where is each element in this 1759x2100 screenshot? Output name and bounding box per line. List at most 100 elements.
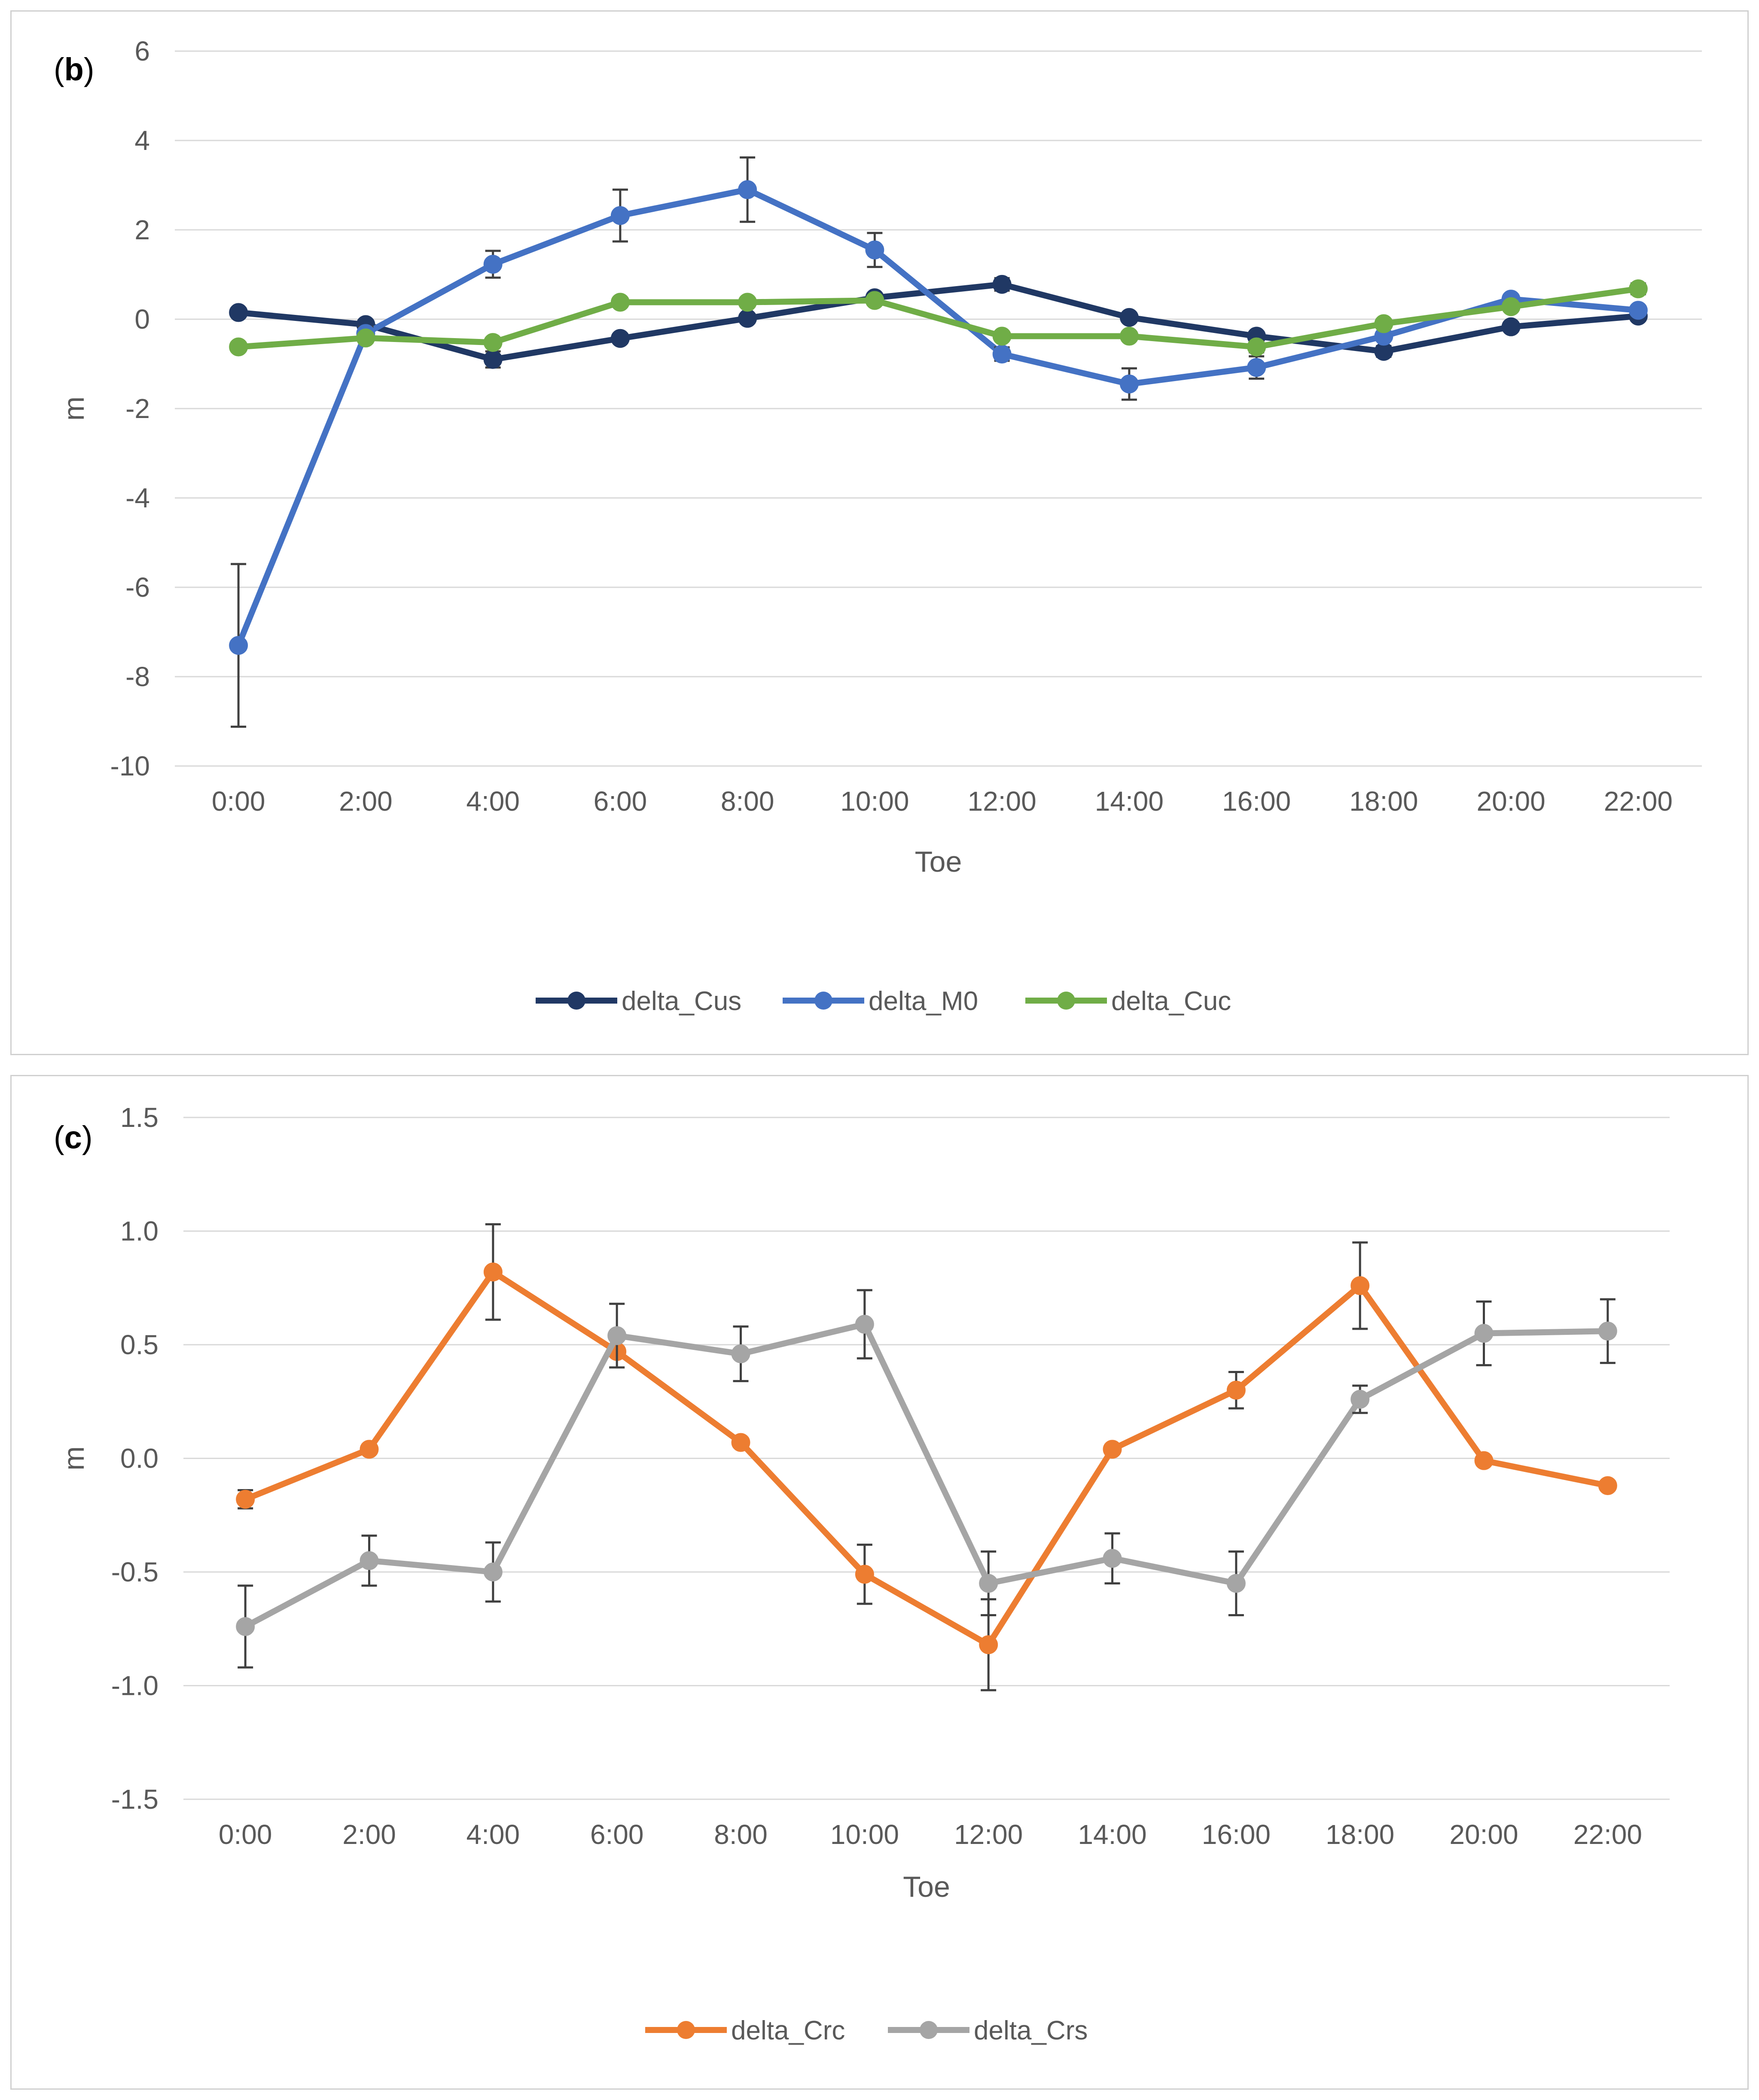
x-axis-title: Toe [915,845,962,878]
y-tick-label: 1.0 [120,1216,159,1247]
x-tick-label: 18:00 [1349,786,1418,817]
data-point [483,1563,503,1581]
data-point [1474,1324,1494,1343]
data-point [979,1574,998,1593]
data-point [1474,1451,1494,1470]
data-point [865,240,884,259]
y-axis-title: m [58,397,90,421]
data-point [1226,1574,1246,1593]
x-tick-label: 12:00 [954,1819,1023,1850]
legend-swatch-marker [567,992,585,1010]
x-tick-label: 10:00 [830,1819,899,1850]
data-point [738,293,757,312]
x-axis-title: Toe [903,1871,950,1903]
data-point [1374,314,1393,333]
x-tick-label: 14:00 [1078,1819,1146,1850]
data-point [1119,308,1139,327]
legend-item-delta_Cus: delta_Cus [536,986,741,1016]
x-tick-label: 2:00 [342,1819,396,1850]
y-tick-label: -10 [110,751,150,781]
legend-swatch-marker [920,2021,938,2039]
data-point [738,180,757,199]
data-point [992,327,1012,346]
data-point [610,206,630,225]
chart-b-plot: 6 4 2 0 -2 -4 -6 -8 -10 0:00 2:00 4:00 6:00 8:00 10:00… [58,36,1702,1016]
x-tick-label: 0:00 [219,1819,272,1850]
series-delta_Crc [236,1223,1617,1691]
x-tick-label: 2:00 [339,786,393,817]
series-line-delta_Crc [242,1269,1611,1648]
x-tick-label: 22:00 [1573,1819,1642,1850]
x-tick-label: 20:00 [1449,1819,1518,1850]
data-point [607,1326,627,1345]
y-tick-label: 1.5 [120,1102,159,1133]
legend-label: delta_M0 [869,986,978,1016]
data-point [229,636,248,655]
x-tick-label: 16:00 [1222,786,1291,817]
data-point [360,1440,379,1459]
legend-swatch-marker [814,992,832,1010]
data-point [610,293,630,312]
data-point [1247,337,1266,357]
x-tick-label: 18:00 [1326,1819,1394,1850]
y-tick-label: -2 [125,393,150,424]
y-tick-label: -1.5 [111,1784,159,1815]
x-tick-label: 6:00 [594,786,647,817]
x-tick-label: 6:00 [590,1819,644,1850]
data-point [1501,297,1521,316]
data-point [1119,327,1139,346]
data-point [992,345,1012,364]
y-tick-label: 0.5 [120,1329,159,1360]
x-tick-label: 0:00 [212,786,265,817]
data-point [865,291,884,310]
data-point [1103,1440,1122,1459]
legend-item-delta_Cuc: delta_Cuc [1025,986,1231,1016]
series-line-delta_Cus [235,281,1641,363]
x-tick-label: 8:00 [714,1819,768,1850]
legend-label: delta_Cuc [1111,986,1231,1016]
y-tick-label: 0 [134,304,150,335]
data-point [483,350,503,369]
y-tick-label: 6 [134,36,150,67]
data-point [992,275,1012,294]
chart-c-plot: 1.5 1.0 0.5 0.0 -0.5 -1.0 -1.5 0:00 2:00 4:00 6:00… [58,1102,1670,2045]
x-tick-label: 4:00 [466,786,520,817]
x-tick-label: 14:00 [1095,786,1164,817]
chart-panel-b: (b) 6 4 2 0 -2 -4 -6 -8 -10 0:00 2:00 4:00 6:00 8:00 1… [10,10,1749,1055]
y-tick-label: -0.5 [111,1557,159,1587]
data-point [855,1565,874,1584]
legend-item-delta_Crs: delta_Crs [888,2016,1088,2045]
legend-swatch-marker [677,2021,695,2039]
legend-item-delta_M0: delta_M0 [783,986,978,1016]
data-point [1350,1276,1370,1295]
x-tick-label: 10:00 [840,786,909,817]
data-point [236,1490,255,1509]
legend-label: delta_Crc [731,2016,845,2045]
y-axis-title: m [58,1446,90,1471]
series-delta_Crs [236,1289,1617,1669]
data-point [1598,1476,1617,1495]
y-tick-label: -1.0 [111,1670,159,1701]
series-line-delta_Cuc [235,286,1641,350]
data-point [236,1617,255,1636]
legend-item-delta_Crc: delta_Crc [645,2016,845,2045]
data-point [229,303,248,322]
series-delta_Cuc [229,279,1648,357]
x-tick-label: 22:00 [1604,786,1673,817]
data-point [229,337,248,357]
series-line-delta_Crs [242,1321,1611,1630]
data-point [356,328,375,348]
x-tick-label: 4:00 [466,1819,520,1850]
series-line-delta_M0 [235,186,1641,649]
chart-panel-c: (c) 1.5 1.0 0.5 0.0 -0.5 -1.0 -1.5 0:00 2:00 4:00… [10,1075,1749,2090]
legend-label: delta_Cus [622,986,741,1016]
x-tick-label: 20:00 [1477,786,1546,817]
y-tick-label: 2 [134,214,150,245]
data-point [360,1551,379,1570]
legend-label: delta_Crs [974,2016,1088,2045]
data-point [1501,317,1521,336]
data-point [731,1344,750,1364]
y-tick-label: -8 [125,661,150,692]
data-point [1598,1322,1617,1341]
data-point [483,255,503,274]
